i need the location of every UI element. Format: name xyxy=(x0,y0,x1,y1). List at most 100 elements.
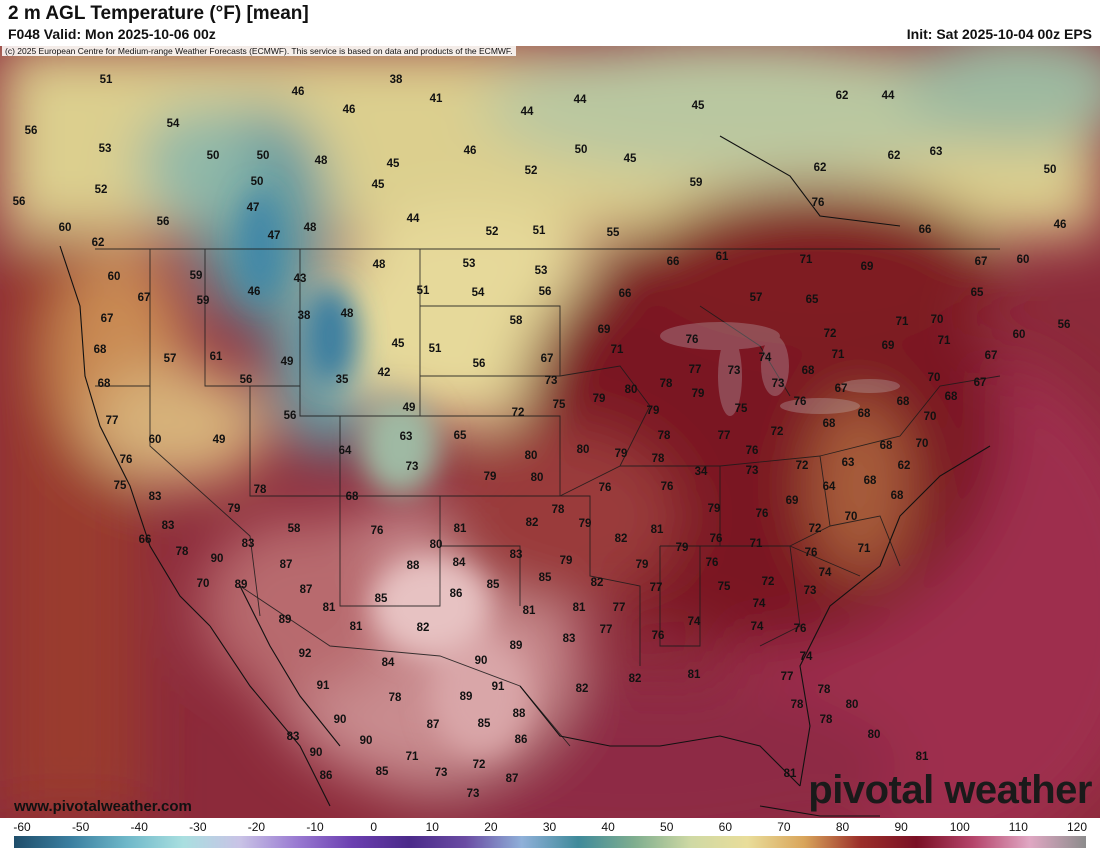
temperature-label: 65 xyxy=(453,430,467,442)
temperature-label: 52 xyxy=(485,226,499,238)
temperature-label: 34 xyxy=(694,466,708,478)
temperature-label: 72 xyxy=(808,523,822,535)
temperature-label: 64 xyxy=(338,445,352,457)
temperature-label: 81 xyxy=(687,669,701,681)
temperature-label: 90 xyxy=(333,714,347,726)
temperature-label: 47 xyxy=(267,230,281,242)
temperature-label: 78 xyxy=(551,504,565,516)
temperature-label: 71 xyxy=(799,254,813,266)
temperature-label: 73 xyxy=(803,585,817,597)
temperature-label: 57 xyxy=(163,353,177,365)
temperature-label: 42 xyxy=(377,367,391,379)
temperature-label: 56 xyxy=(156,216,170,228)
temperature-label: 53 xyxy=(534,265,548,277)
temperature-label: 70 xyxy=(923,411,937,423)
temperature-label: 77 xyxy=(612,602,626,614)
great-lakes xyxy=(660,322,900,416)
temperature-label: 71 xyxy=(895,316,909,328)
temperature-label: 81 xyxy=(322,602,336,614)
colorbar-tick: 80 xyxy=(835,820,850,834)
temperature-label: 61 xyxy=(209,351,223,363)
copyright-notice: (c) 2025 European Centre for Medium-rang… xyxy=(2,46,516,56)
temperature-label: 90 xyxy=(359,735,373,747)
temperature-label: 80 xyxy=(576,444,590,456)
temperature-label: 56 xyxy=(1057,319,1071,331)
temperature-label: 82 xyxy=(416,622,430,634)
temperature-label: 80 xyxy=(429,539,443,551)
temperature-label: 60 xyxy=(58,222,72,234)
temperature-label: 72 xyxy=(761,576,775,588)
temperature-label: 46 xyxy=(342,104,356,116)
temperature-label: 88 xyxy=(512,708,526,720)
temperature-label: 79 xyxy=(227,503,241,515)
temperature-label: 89 xyxy=(278,614,292,626)
temperature-label: 91 xyxy=(491,681,505,693)
colorbar-tick: 30 xyxy=(542,820,557,834)
temperature-label: 79 xyxy=(483,471,497,483)
temperature-label: 73 xyxy=(745,465,759,477)
temperature-label: 60 xyxy=(1016,254,1030,266)
colorbar-tick: 60 xyxy=(718,820,733,834)
temperature-label: 80 xyxy=(845,699,859,711)
temperature-label: 67 xyxy=(973,377,987,389)
temperature-label: 78 xyxy=(817,684,831,696)
temperature-map[interactable]: (c) 2025 European Centre for Medium-rang… xyxy=(0,46,1100,818)
coastlines xyxy=(59,135,991,817)
temperature-label: 77 xyxy=(105,415,119,427)
temperature-label: 73 xyxy=(771,378,785,390)
temperature-label: 87 xyxy=(299,584,313,596)
temperature-label: 51 xyxy=(99,74,113,86)
temperature-label: 79 xyxy=(614,448,628,460)
temperature-label: 61 xyxy=(715,251,729,263)
temperature-label: 54 xyxy=(471,287,485,299)
temperature-label: 63 xyxy=(399,431,413,443)
temperature-label: 80 xyxy=(867,729,881,741)
temperature-label: 66 xyxy=(618,288,632,300)
temperature-label: 50 xyxy=(206,150,220,162)
temperature-label: 76 xyxy=(705,557,719,569)
temperature-label: 75 xyxy=(734,403,748,415)
temperature-label: 83 xyxy=(161,520,175,532)
temperature-label: 69 xyxy=(881,340,895,352)
temperature-label: 45 xyxy=(371,179,385,191)
temperature-label: 89 xyxy=(459,691,473,703)
temperature-label: 84 xyxy=(381,657,395,669)
temperature-label: 79 xyxy=(635,559,649,571)
temperature-label: 74 xyxy=(750,621,764,633)
temperature-label: 66 xyxy=(918,224,932,236)
temperature-label: 77 xyxy=(649,582,663,594)
brand-logo: pivotal weather xyxy=(808,768,1092,812)
temperature-label: 74 xyxy=(752,598,766,610)
temperature-label: 63 xyxy=(841,457,855,469)
temperature-label: 67 xyxy=(834,383,848,395)
temperature-label: 68 xyxy=(863,475,877,487)
temperature-label: 68 xyxy=(879,440,893,452)
temperature-label: 58 xyxy=(287,523,301,535)
temperature-label: 77 xyxy=(599,624,613,636)
temperature-label: 62 xyxy=(91,237,105,249)
temperature-label: 80 xyxy=(524,450,538,462)
temperature-label: 86 xyxy=(449,588,463,600)
temperature-label: 79 xyxy=(592,393,606,405)
colorbar-tick: -10 xyxy=(306,820,324,834)
temperature-label: 71 xyxy=(749,538,763,550)
colorbar-tick: 120 xyxy=(1066,820,1088,834)
temperature-label: 62 xyxy=(813,162,827,174)
temperature-label: 82 xyxy=(590,577,604,589)
temperature-label: 80 xyxy=(624,384,638,396)
temperature-label: 90 xyxy=(309,747,323,759)
temperature-label: 64 xyxy=(822,481,836,493)
temperature-label: 68 xyxy=(822,418,836,430)
temperature-label: 83 xyxy=(562,633,576,645)
temperature-label: 85 xyxy=(477,718,491,730)
temperature-label: 43 xyxy=(293,273,307,285)
temperature-label: 76 xyxy=(793,396,807,408)
temperature-label: 52 xyxy=(94,184,108,196)
temperature-label: 75 xyxy=(113,480,127,492)
temperature-label: 68 xyxy=(345,491,359,503)
temperature-label: 87 xyxy=(426,719,440,731)
temperature-label: 62 xyxy=(835,90,849,102)
temperature-label: 85 xyxy=(486,579,500,591)
temperature-label: 85 xyxy=(374,593,388,605)
temperature-label: 69 xyxy=(860,261,874,273)
